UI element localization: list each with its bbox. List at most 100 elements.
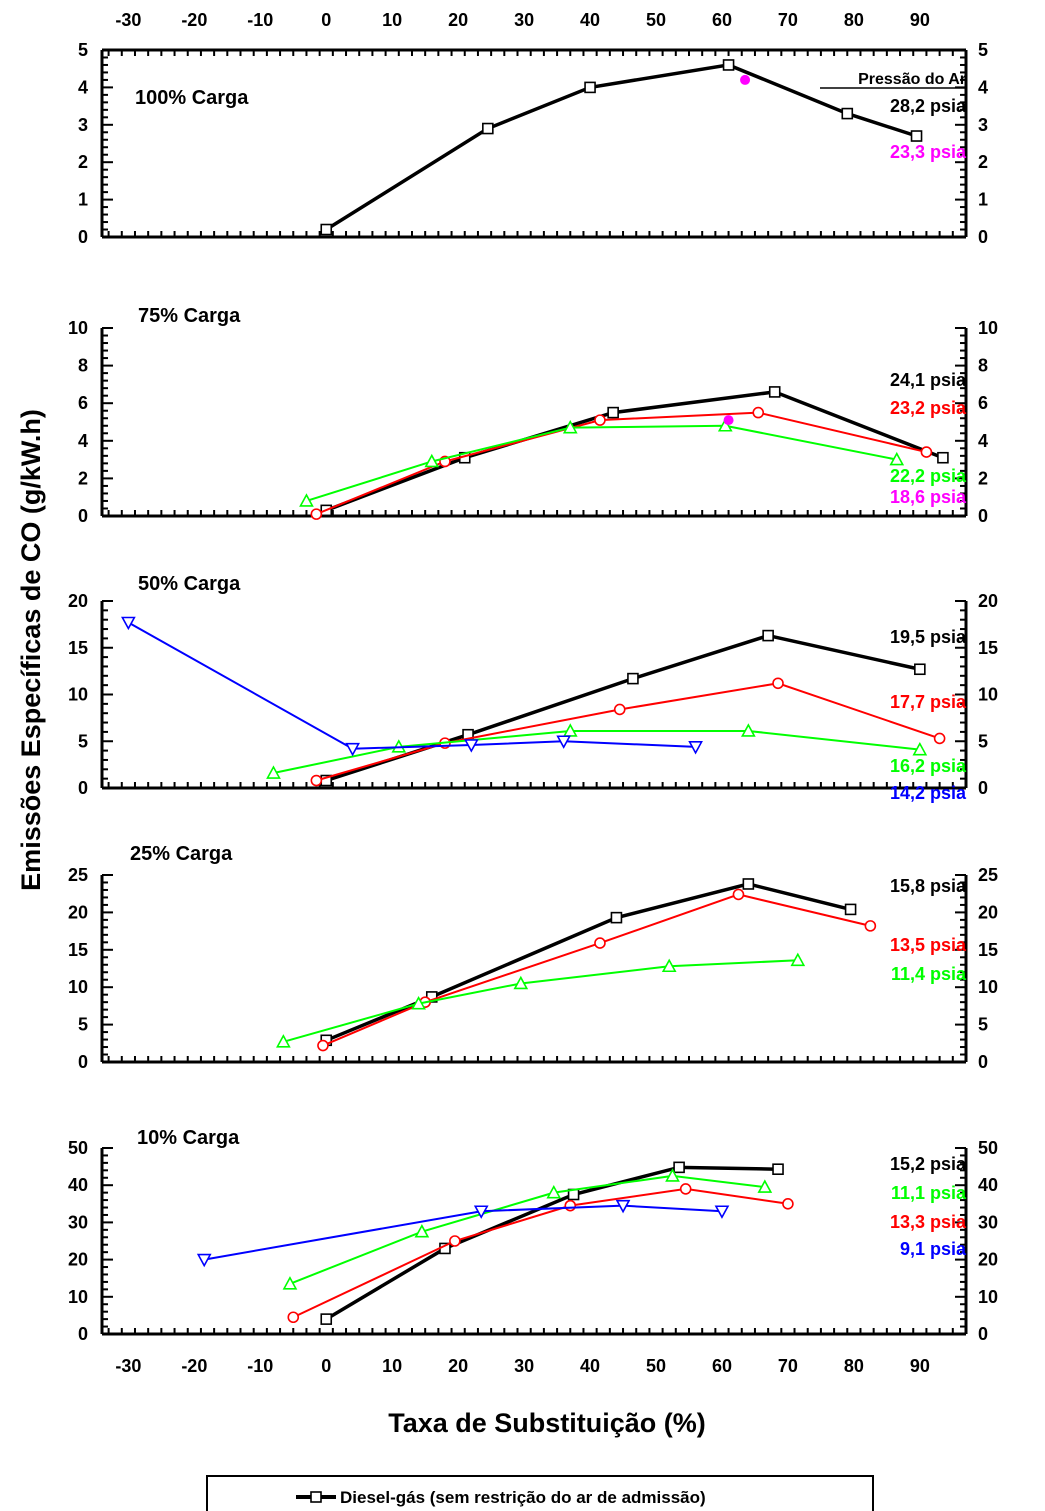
x-tick-label: 40 bbox=[580, 1356, 600, 1376]
series-13-3-psia: 13,3 psia bbox=[287, 1183, 967, 1324]
data-point-circle bbox=[287, 1311, 300, 1324]
series-label: 13,5 psia bbox=[890, 935, 967, 955]
data-point-triangle bbox=[282, 1276, 298, 1290]
data-point-circle bbox=[564, 1199, 577, 1212]
y-tick-label-left: 2 bbox=[78, 152, 88, 172]
series-28-2-psia: 28,2 psia bbox=[320, 59, 967, 236]
y-tick-label-left: 8 bbox=[78, 356, 88, 376]
series-18-6-psia: 18,6 psia bbox=[723, 415, 967, 507]
y-tick-label-left: 20 bbox=[68, 591, 88, 611]
y-tick-label-right: 0 bbox=[978, 778, 988, 798]
panel-title: 75% Carga bbox=[138, 305, 241, 327]
x-tick-label-top: -20 bbox=[181, 10, 207, 30]
data-point-triangle bbox=[299, 493, 314, 507]
y-tick-label-left: 3 bbox=[78, 115, 88, 135]
series-9-1-psia: 9,1 psia bbox=[196, 1199, 967, 1268]
y-tick-label-left: 10 bbox=[68, 685, 88, 705]
data-point-circle bbox=[772, 677, 784, 690]
y-tick-label-right: 4 bbox=[978, 431, 988, 451]
y-tick-label-right: 2 bbox=[978, 152, 988, 172]
data-point-circle bbox=[679, 1183, 692, 1195]
data-point-triangle-down bbox=[556, 735, 572, 749]
data-point-triangle-down bbox=[463, 739, 479, 753]
y-tick-label-left: 5 bbox=[78, 731, 88, 751]
data-point-triangle bbox=[411, 995, 426, 1010]
panel-3: 0 0 5 5 10 10 15 15 20 20 50% Carga 19,5 psia 17,7 p… bbox=[68, 573, 998, 803]
data-point-triangle bbox=[562, 419, 578, 434]
y-tick-label-right: 6 bbox=[978, 393, 988, 413]
y-tick-label-right: 0 bbox=[978, 1324, 988, 1344]
y-tick-label-left: 0 bbox=[78, 227, 88, 247]
y-tick-label-left: 6 bbox=[78, 393, 88, 413]
series-line bbox=[322, 893, 871, 1047]
data-point-circle bbox=[310, 774, 323, 787]
y-tick-label-left: 30 bbox=[68, 1212, 88, 1232]
series-11-1-psia: 11,1 psia bbox=[282, 1168, 967, 1290]
data-point-triangle bbox=[912, 741, 928, 756]
series-label: 11,4 psia bbox=[891, 964, 967, 984]
x-tick-label-top: 20 bbox=[448, 10, 468, 30]
data-point-square bbox=[910, 130, 923, 142]
y-tick-label-right: 3 bbox=[978, 115, 988, 135]
x-tick-label: -20 bbox=[181, 1356, 207, 1376]
data-point-triangle bbox=[889, 451, 905, 466]
y-tick-label-left: 40 bbox=[68, 1175, 88, 1195]
series-label: 14,2 psia bbox=[890, 783, 967, 803]
panel-title: 25% Carga bbox=[130, 843, 233, 865]
data-point-circle bbox=[449, 1235, 461, 1247]
panel-2: 0 0 2 2 4 4 6 6 8 8 10 10 75% Carga 24,1 psia 23,2 psi… bbox=[68, 305, 998, 526]
x-tick-label-top: -10 bbox=[247, 10, 273, 30]
series-label: 9,1 psia bbox=[900, 1239, 967, 1259]
data-point-square bbox=[610, 911, 623, 924]
x-tick-label-top: 60 bbox=[712, 10, 732, 30]
y-tick-label-right: 15 bbox=[978, 940, 998, 960]
y-tick-label-right: 40 bbox=[978, 1175, 998, 1195]
data-point-triangle-down bbox=[615, 1199, 631, 1214]
y-tick-label-right: 2 bbox=[978, 468, 988, 488]
series-label: 24,1 psia bbox=[890, 370, 967, 390]
data-point-triangle bbox=[717, 418, 733, 432]
data-point-square bbox=[742, 878, 755, 890]
panel-4: 0 0 5 5 10 10 15 15 20 20 25 25 25% Carga 15,8 psia 13… bbox=[68, 843, 998, 1072]
y-axis-label: Emissões Específicas de CO (g/kW.h) bbox=[16, 409, 46, 891]
panel-title: 50% Carga bbox=[138, 573, 241, 595]
series-label: 15,2 psia bbox=[890, 1154, 967, 1174]
data-point-square bbox=[768, 386, 781, 398]
data-point-triangle-down bbox=[714, 1205, 730, 1219]
y-tick-label-left: 15 bbox=[68, 940, 88, 960]
panels-layer: 0 01 12 23 34 45 5-30 -20 -10 0 10 20 30 40 50 60 70 80 90… bbox=[68, 10, 998, 1376]
data-point-square bbox=[673, 1161, 685, 1174]
y-tick-label-left: 4 bbox=[78, 431, 88, 451]
series-line bbox=[306, 424, 897, 502]
data-point-triangle-down bbox=[345, 742, 360, 757]
y-tick-label-left: 25 bbox=[68, 865, 88, 885]
x-tick-label: 60 bbox=[712, 1356, 732, 1376]
data-point-square bbox=[937, 451, 949, 464]
x-tick-label-top: 10 bbox=[382, 10, 402, 30]
y-tick-label-right: 10 bbox=[978, 1287, 998, 1307]
data-point-dot bbox=[723, 415, 734, 426]
y-tick-label-left: 1 bbox=[78, 190, 88, 210]
data-point-triangle bbox=[424, 453, 440, 468]
y-tick-label-right: 10 bbox=[978, 685, 998, 705]
data-point-triangle-down bbox=[196, 1253, 212, 1268]
series-line bbox=[289, 1174, 765, 1285]
data-point-square bbox=[482, 122, 494, 135]
x-axis-label: Taxa de Substituição (%) bbox=[388, 1408, 706, 1438]
data-point-square bbox=[627, 672, 639, 685]
y-tick-label-left: 20 bbox=[68, 902, 88, 922]
x-tick-label-top: 50 bbox=[646, 10, 666, 30]
series-23-2-psia: 23,2 psia bbox=[310, 398, 967, 520]
series-label: 13,3 psia bbox=[890, 1212, 967, 1232]
series-label: 28,2 psia bbox=[890, 96, 967, 116]
y-tick-label-right: 25 bbox=[978, 865, 998, 885]
y-tick-label-left: 2 bbox=[78, 468, 88, 488]
data-point-square bbox=[844, 903, 857, 916]
series-label: 16,2 psia bbox=[890, 756, 967, 776]
data-point-square bbox=[320, 1313, 333, 1325]
x-tick-label-top: 40 bbox=[580, 10, 600, 30]
y-tick-label-right: 5 bbox=[978, 40, 988, 60]
data-point-square bbox=[584, 81, 596, 94]
data-point-triangle bbox=[546, 1184, 562, 1199]
